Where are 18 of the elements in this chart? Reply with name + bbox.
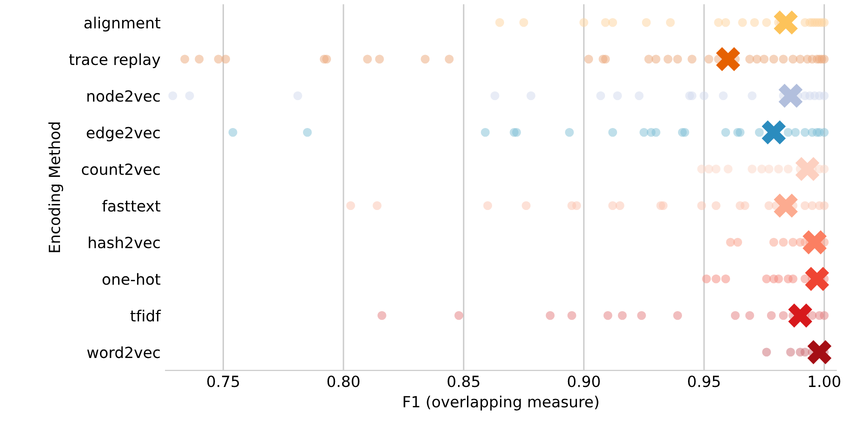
x-tick-label: 0.85 — [448, 376, 480, 388]
y-tick-label: fasttext — [102, 200, 160, 212]
x-tick-label: 0.95 — [688, 376, 720, 388]
y-tick-label: tfidf — [130, 310, 161, 322]
y-tick-label: count2vec — [82, 163, 160, 176]
x-tick-label: 1.00 — [808, 376, 840, 388]
y-tick-label: edge2vec — [86, 126, 160, 142]
x-tick-label: 0.80 — [327, 376, 360, 388]
y-axis-title: Encoding Method — [48, 122, 64, 252]
y-tick-label: trace replay — [69, 53, 160, 68]
y-tick-label: node2vec — [87, 90, 160, 102]
y-tick-label: hash2vec — [88, 236, 160, 248]
y-tick-label: word2vec — [87, 346, 160, 358]
y-tick-label: one-hot — [102, 273, 160, 285]
x-tick-label: 0.75 — [207, 376, 239, 388]
y-tick-label: alignment — [84, 16, 160, 32]
x-tick-label: 0.90 — [568, 376, 600, 388]
x-axis-title: F1 (overlapping measure) — [404, 396, 598, 410]
